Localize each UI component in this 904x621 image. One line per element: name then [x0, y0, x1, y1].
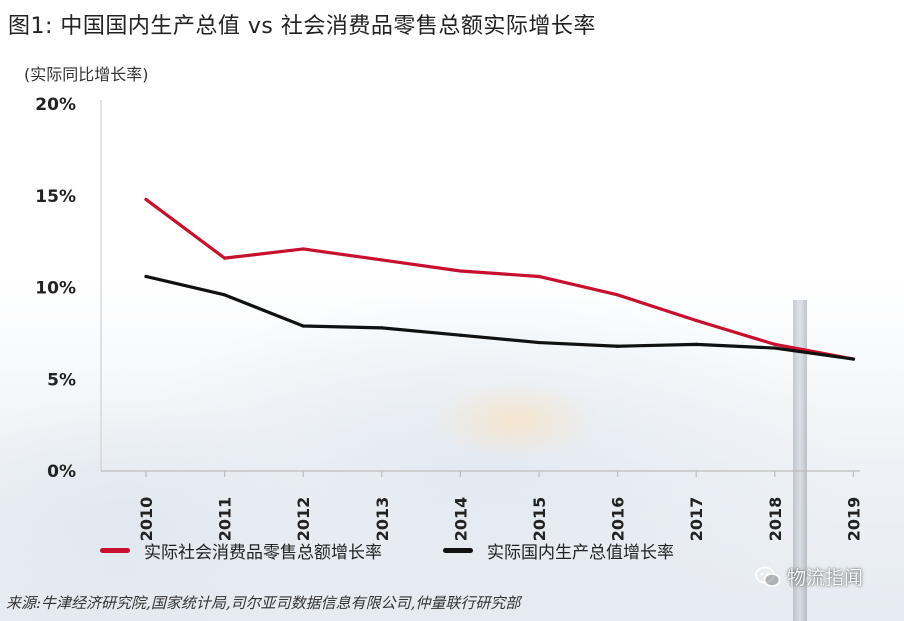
- watermark: 物流指闻: [755, 563, 863, 590]
- x-tick-label: 2013: [373, 497, 392, 542]
- data-point-gdp: [301, 324, 305, 328]
- series-line-retail: [144, 197, 856, 361]
- data-point-retail: [458, 269, 462, 273]
- x-tick-labels: 2010 2011 2012 2013 2014 2015 2016 2017 2018 2019: [137, 471, 863, 541]
- background-glow: [430, 380, 600, 460]
- y-tick-label: 0%: [47, 462, 76, 482]
- x-tick-label: 2014: [451, 497, 470, 542]
- data-point-gdp: [694, 342, 698, 346]
- x-tick-label: 2018: [766, 497, 785, 542]
- source-note: 来源:牛津经济研究院,国家统计局,司尔亚司数据信息有限公司,仲量联行研究部: [6, 594, 521, 612]
- y-tick-labels: 0% 5% 10% 15% 20%: [35, 95, 76, 482]
- data-point-gdp: [537, 340, 541, 345]
- legend-item-gdp: 实际国内生产总值增长率: [443, 538, 674, 563]
- data-point-gdp: [458, 333, 462, 337]
- legend-label-gdp: 实际国内生产总值增长率: [487, 543, 674, 563]
- x-tick-label: 2011: [216, 497, 235, 542]
- series-line-gdp: [144, 274, 856, 361]
- x-tick-label: 2015: [530, 497, 549, 542]
- y-axis-unit-label: (实际同比增长率): [24, 65, 149, 84]
- legend-label-retail: 实际社会消费品零售总额增长率: [144, 543, 382, 563]
- data-point-retail: [223, 256, 227, 260]
- data-point-retail: [301, 247, 305, 251]
- data-point-gdp: [144, 274, 148, 279]
- wechat-icon: [755, 566, 781, 587]
- y-tick-label: 5%: [47, 370, 76, 390]
- data-point-retail: [537, 274, 541, 279]
- x-tick-label: 2010: [137, 497, 156, 542]
- data-point-gdp: [616, 344, 620, 348]
- series-lines: [144, 197, 856, 361]
- x-tick-label: 2016: [609, 497, 628, 542]
- y-tick-label: 15%: [35, 187, 76, 207]
- y-tick-label: 20%: [35, 95, 76, 115]
- legend-swatch-gdp: [443, 548, 473, 553]
- data-point-gdp: [223, 293, 227, 297]
- data-point-retail: [616, 293, 620, 297]
- data-point-gdp: [773, 346, 777, 350]
- data-point-retail: [773, 342, 777, 346]
- watermark-text: 物流指闻: [787, 567, 864, 589]
- data-point-retail: [694, 318, 698, 323]
- x-tick-label: 2012: [294, 497, 313, 542]
- x-tick-label: 2019: [844, 497, 863, 542]
- legend-swatch-retail: [100, 548, 130, 553]
- data-point-gdp: [380, 326, 384, 330]
- x-tick-label: 2017: [687, 497, 706, 542]
- data-point-gdp: [851, 357, 856, 361]
- y-tick-label: 10%: [35, 279, 76, 299]
- chart-title: 图1: 中国国内生产总值 vs 社会消费品零售总额实际增长率: [8, 14, 596, 39]
- data-point-retail: [380, 258, 384, 262]
- data-point-retail: [144, 197, 148, 202]
- background-pole: [793, 300, 807, 621]
- legend-item-retail: 实际社会消费品零售总额增长率: [100, 538, 382, 563]
